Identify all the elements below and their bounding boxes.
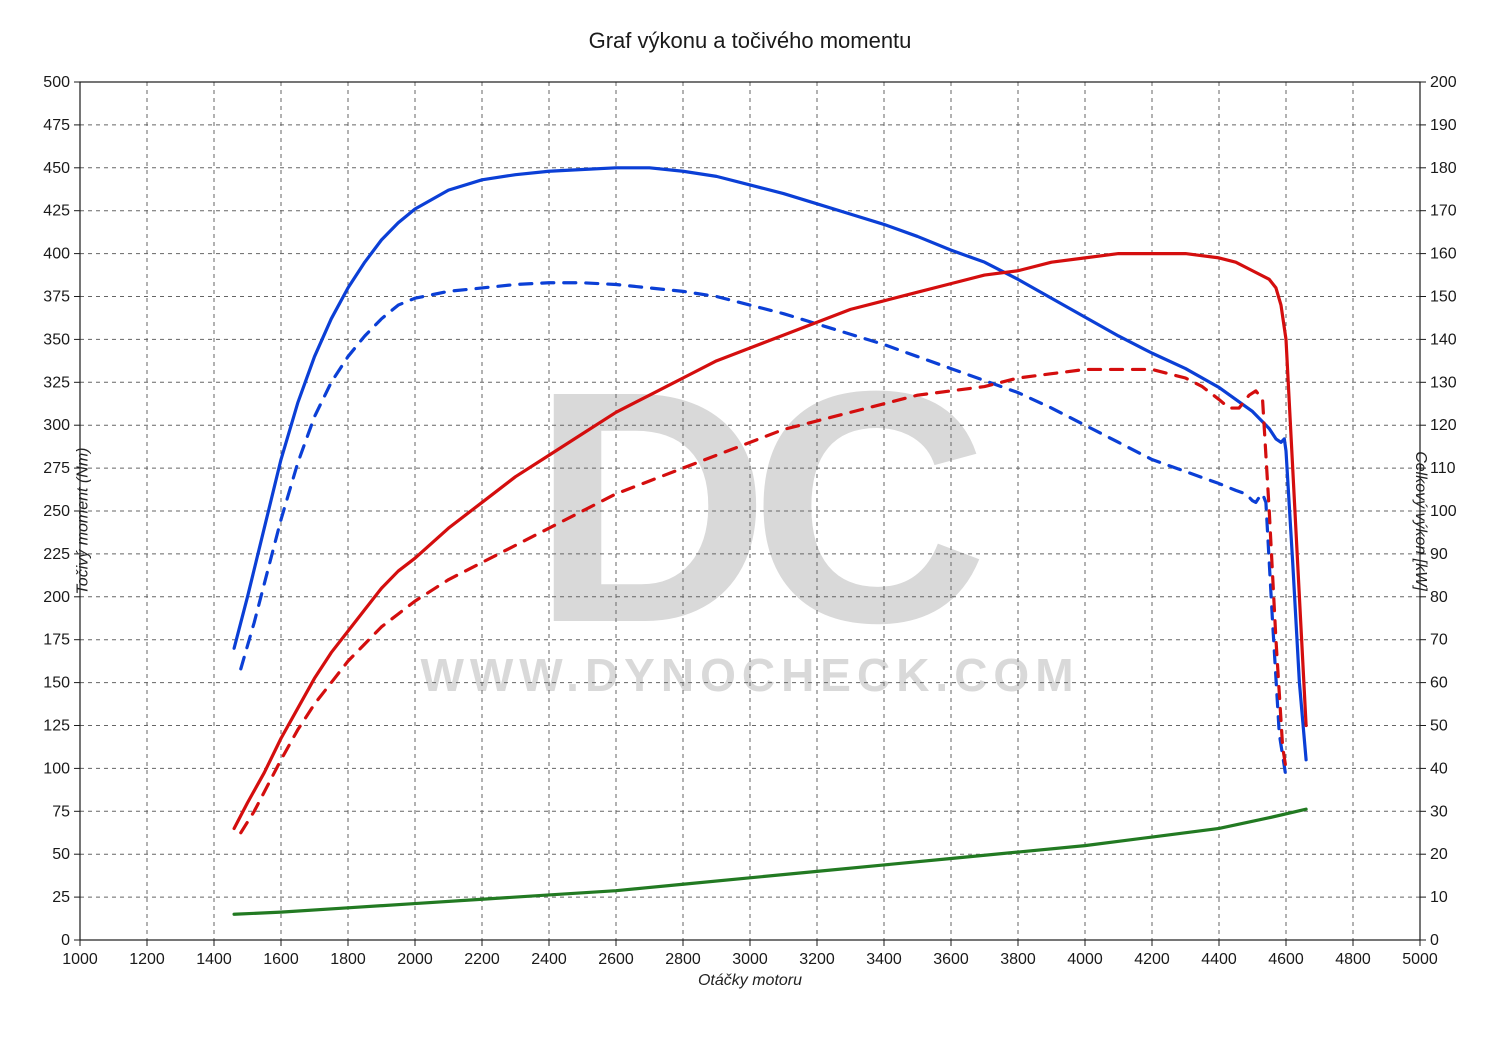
x-tick-label: 4000 (1067, 951, 1103, 968)
y-right-tick-label: 30 (1430, 803, 1448, 820)
y-right-tick-label: 100 (1430, 503, 1457, 520)
x-tick-label: 1000 (62, 951, 98, 968)
x-tick-label: 1800 (330, 951, 366, 968)
y-right-axis-label: Celkový výkon [kW] (1411, 451, 1429, 591)
x-tick-label: 2800 (665, 951, 701, 968)
y-left-tick-label: 325 (43, 374, 70, 391)
y-left-tick-label: 175 (43, 632, 70, 649)
x-tick-label: 2000 (397, 951, 433, 968)
y-right-tick-label: 120 (1430, 417, 1457, 434)
y-right-tick-label: 160 (1430, 246, 1457, 263)
y-right-tick-label: 190 (1430, 117, 1457, 134)
chart-container: Graf výkonu a točivého momentu Točivý mo… (0, 0, 1500, 1041)
y-left-tick-label: 250 (43, 503, 70, 520)
x-tick-label: 3800 (1000, 951, 1036, 968)
y-left-tick-label: 125 (43, 718, 70, 735)
x-tick-label: 1400 (196, 951, 232, 968)
y-left-tick-label: 200 (43, 589, 70, 606)
y-left-tick-label: 150 (43, 675, 70, 692)
x-tick-label: 4400 (1201, 951, 1237, 968)
x-tick-label: 3400 (866, 951, 902, 968)
y-right-tick-label: 200 (1430, 74, 1457, 91)
y-right-tick-label: 90 (1430, 546, 1448, 563)
y-right-tick-label: 50 (1430, 718, 1448, 735)
series-loss (234, 809, 1306, 914)
y-right-tick-label: 180 (1430, 160, 1457, 177)
x-tick-label: 2400 (531, 951, 567, 968)
y-left-tick-label: 225 (43, 546, 70, 563)
x-tick-label: 4600 (1268, 951, 1304, 968)
y-left-tick-label: 450 (43, 160, 70, 177)
x-tick-label: 3000 (732, 951, 768, 968)
x-tick-label: 2600 (598, 951, 634, 968)
y-left-tick-label: 350 (43, 331, 70, 348)
watermark-dc: DC (532, 322, 982, 691)
y-left-tick-label: 100 (43, 760, 70, 777)
x-axis-label: Otáčky motoru (698, 972, 802, 990)
y-left-tick-label: 475 (43, 117, 70, 134)
y-left-tick-label: 400 (43, 246, 70, 263)
x-tick-label: 2200 (464, 951, 500, 968)
y-right-tick-label: 20 (1430, 846, 1448, 863)
y-left-tick-label: 300 (43, 417, 70, 434)
y-right-tick-label: 40 (1430, 760, 1448, 777)
y-left-tick-label: 500 (43, 74, 70, 91)
x-tick-label: 1200 (129, 951, 165, 968)
y-right-tick-label: 130 (1430, 374, 1457, 391)
x-tick-label: 5000 (1402, 951, 1438, 968)
y-left-tick-label: 75 (52, 803, 70, 820)
y-left-tick-label: 275 (43, 460, 70, 477)
y-right-tick-label: 170 (1430, 203, 1457, 220)
x-tick-label: 1600 (263, 951, 299, 968)
y-left-tick-label: 425 (43, 203, 70, 220)
chart-title: Graf výkonu a točivého momentu (0, 28, 1500, 54)
dyno-chart: DCWWW.DYNOCHECK.COM100012001400160018002… (0, 0, 1500, 1041)
y-right-tick-label: 0 (1430, 932, 1439, 949)
y-right-tick-label: 110 (1430, 460, 1456, 477)
y-left-tick-label: 25 (52, 889, 70, 906)
y-left-axis-label: Točivý moment (Nm) (74, 447, 92, 594)
y-right-tick-label: 150 (1430, 289, 1457, 306)
y-left-tick-label: 375 (43, 289, 70, 306)
x-tick-label: 3200 (799, 951, 835, 968)
x-tick-label: 3600 (933, 951, 969, 968)
y-left-tick-label: 50 (52, 846, 70, 863)
y-right-tick-label: 70 (1430, 632, 1448, 649)
x-tick-label: 4800 (1335, 951, 1371, 968)
y-right-tick-label: 80 (1430, 589, 1448, 606)
y-right-tick-label: 10 (1430, 889, 1448, 906)
y-right-tick-label: 140 (1430, 331, 1457, 348)
y-right-tick-label: 60 (1430, 675, 1448, 692)
x-tick-label: 4200 (1134, 951, 1170, 968)
y-left-tick-label: 0 (61, 932, 70, 949)
